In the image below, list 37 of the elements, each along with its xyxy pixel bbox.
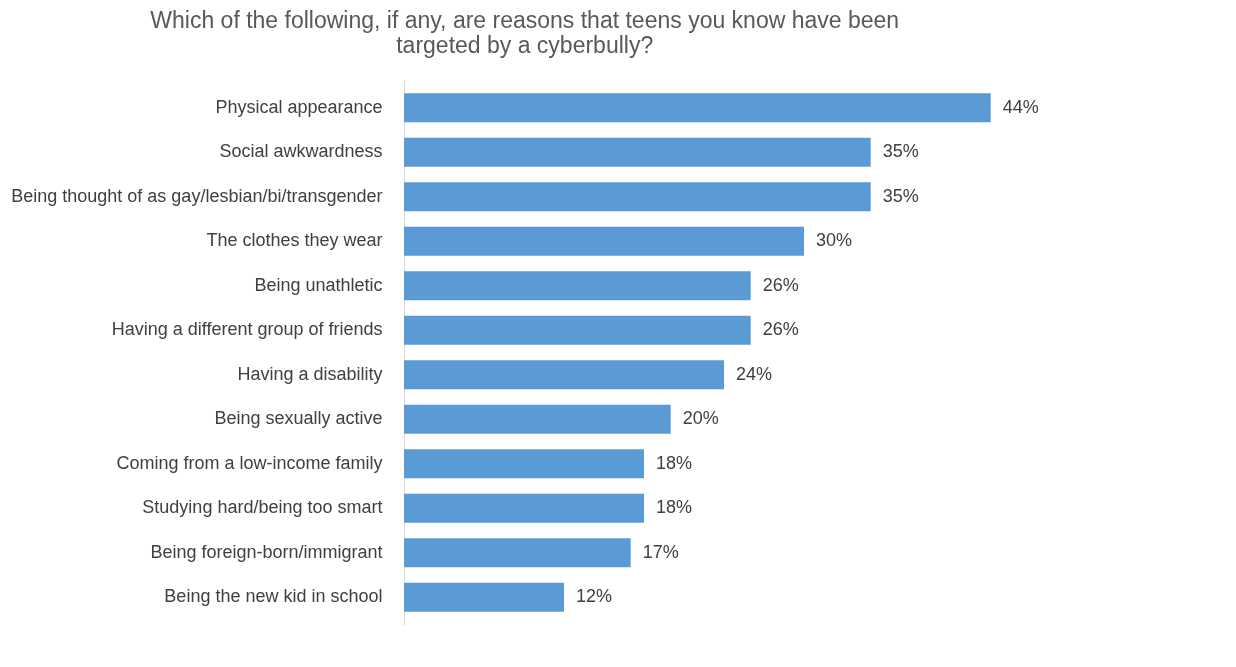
y-tick-label: Being the new kid in school bbox=[164, 586, 383, 607]
data-label: 17% bbox=[642, 541, 679, 562]
data-label: 26% bbox=[762, 274, 799, 295]
bar bbox=[404, 182, 871, 212]
y-tick-label: Social awkwardness bbox=[219, 141, 383, 162]
bar bbox=[404, 360, 724, 390]
data-label: 20% bbox=[682, 408, 719, 429]
data-label: 35% bbox=[882, 185, 919, 206]
bar bbox=[404, 315, 751, 345]
bar bbox=[404, 93, 991, 123]
data-label: 30% bbox=[816, 230, 853, 251]
data-label: 35% bbox=[882, 141, 919, 162]
y-tick-label: Having a different group of friends bbox=[111, 319, 383, 340]
y-tick-label: Studying hard/being too smart bbox=[142, 497, 383, 518]
y-tick-label: Being thought of as gay/lesbian/bi/transgender bbox=[11, 185, 383, 206]
y-tick-label: Being unathletic bbox=[254, 274, 383, 295]
bar bbox=[404, 493, 644, 523]
bar bbox=[404, 137, 871, 167]
bar bbox=[404, 226, 804, 256]
data-label: 18% bbox=[656, 452, 693, 473]
y-tick-label: Being foreign-born/immigrant bbox=[150, 541, 383, 562]
y-tick-label: The clothes they wear bbox=[206, 230, 383, 251]
y-tick-label: Being sexually active bbox=[214, 408, 383, 429]
data-label: 26% bbox=[762, 319, 799, 340]
data-label: 44% bbox=[1002, 96, 1039, 117]
y-tick-label: Coming from a low-income family bbox=[116, 452, 383, 473]
bar bbox=[404, 271, 751, 301]
data-label: 12% bbox=[576, 586, 613, 607]
bar bbox=[404, 582, 564, 612]
bar bbox=[404, 404, 671, 434]
data-label: 24% bbox=[736, 363, 773, 384]
bar bbox=[404, 449, 644, 479]
chart-title: Which of the following, if any, are reasons that teens you know have been targeted by a cyberbully? bbox=[150, 7, 900, 58]
data-label: 18% bbox=[656, 497, 693, 518]
y-tick-label: Having a disability bbox=[237, 363, 383, 384]
bar bbox=[404, 538, 631, 568]
y-tick-label: Physical appearance bbox=[215, 96, 383, 117]
